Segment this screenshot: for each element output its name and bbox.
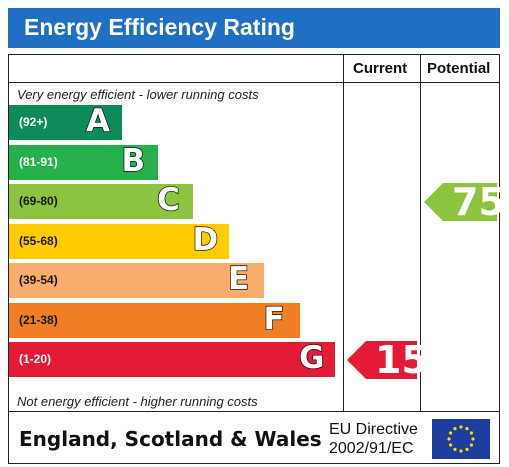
current-rating-value: 15	[375, 338, 428, 382]
rating-table: Current Potential Very energy efficient …	[8, 54, 505, 464]
band-range-f: (21-38)	[19, 312, 58, 327]
eu-flag-icon	[432, 419, 490, 459]
band-letter-b: B	[121, 142, 146, 179]
band-letter-e: E	[227, 260, 250, 297]
divider-potential	[420, 55, 421, 411]
eu-directive-line2: 2002/91/EC	[329, 440, 414, 457]
divider-current	[343, 55, 344, 411]
band-c: (69-80) C	[9, 181, 193, 219]
band-range-a: (92+)	[19, 115, 48, 129]
eu-directive: EU Directive 2002/91/EC	[329, 420, 418, 458]
header-divider	[9, 82, 499, 83]
column-current-header: Current	[353, 60, 408, 77]
band-letter-c: C	[156, 181, 180, 218]
band-g: (1-20) G	[9, 339, 335, 377]
band-letter-a: A	[85, 102, 110, 139]
potential-rating-value: 75	[452, 180, 505, 224]
note-inefficient: Not energy efficient - higher running co…	[17, 394, 258, 409]
band-range-d: (55-68)	[19, 233, 58, 248]
band-letter-f: F	[263, 300, 285, 337]
band-d: (55-68) D	[9, 221, 229, 259]
current-rating-arrow: 15	[347, 338, 428, 382]
band-range-g: (1-20)	[19, 352, 52, 366]
band-e: (39-54) E	[9, 260, 264, 298]
eu-directive-line1: EU Directive	[329, 421, 418, 438]
footer-divider	[9, 411, 499, 412]
note-efficient: Very energy efficient - lower running co…	[17, 87, 259, 102]
title-bar: Energy Efficiency Rating	[8, 8, 500, 48]
band-f: (21-38) F	[9, 300, 300, 338]
potential-rating-arrow: 75	[424, 180, 505, 224]
band-a: (92+) A	[9, 102, 122, 140]
band-letter-d: D	[192, 221, 219, 258]
column-potential-header: Potential	[427, 60, 491, 77]
band-range-c: (69-80)	[19, 194, 58, 208]
band-b: (81-91) B	[9, 142, 158, 180]
band-range-b: (81-91)	[19, 154, 58, 169]
band-range-e: (39-54)	[19, 273, 58, 287]
footer-country: England, Scotland & Wales	[19, 427, 322, 451]
page-title: Energy Efficiency Rating	[24, 14, 295, 40]
band-letter-g: G	[298, 339, 325, 376]
